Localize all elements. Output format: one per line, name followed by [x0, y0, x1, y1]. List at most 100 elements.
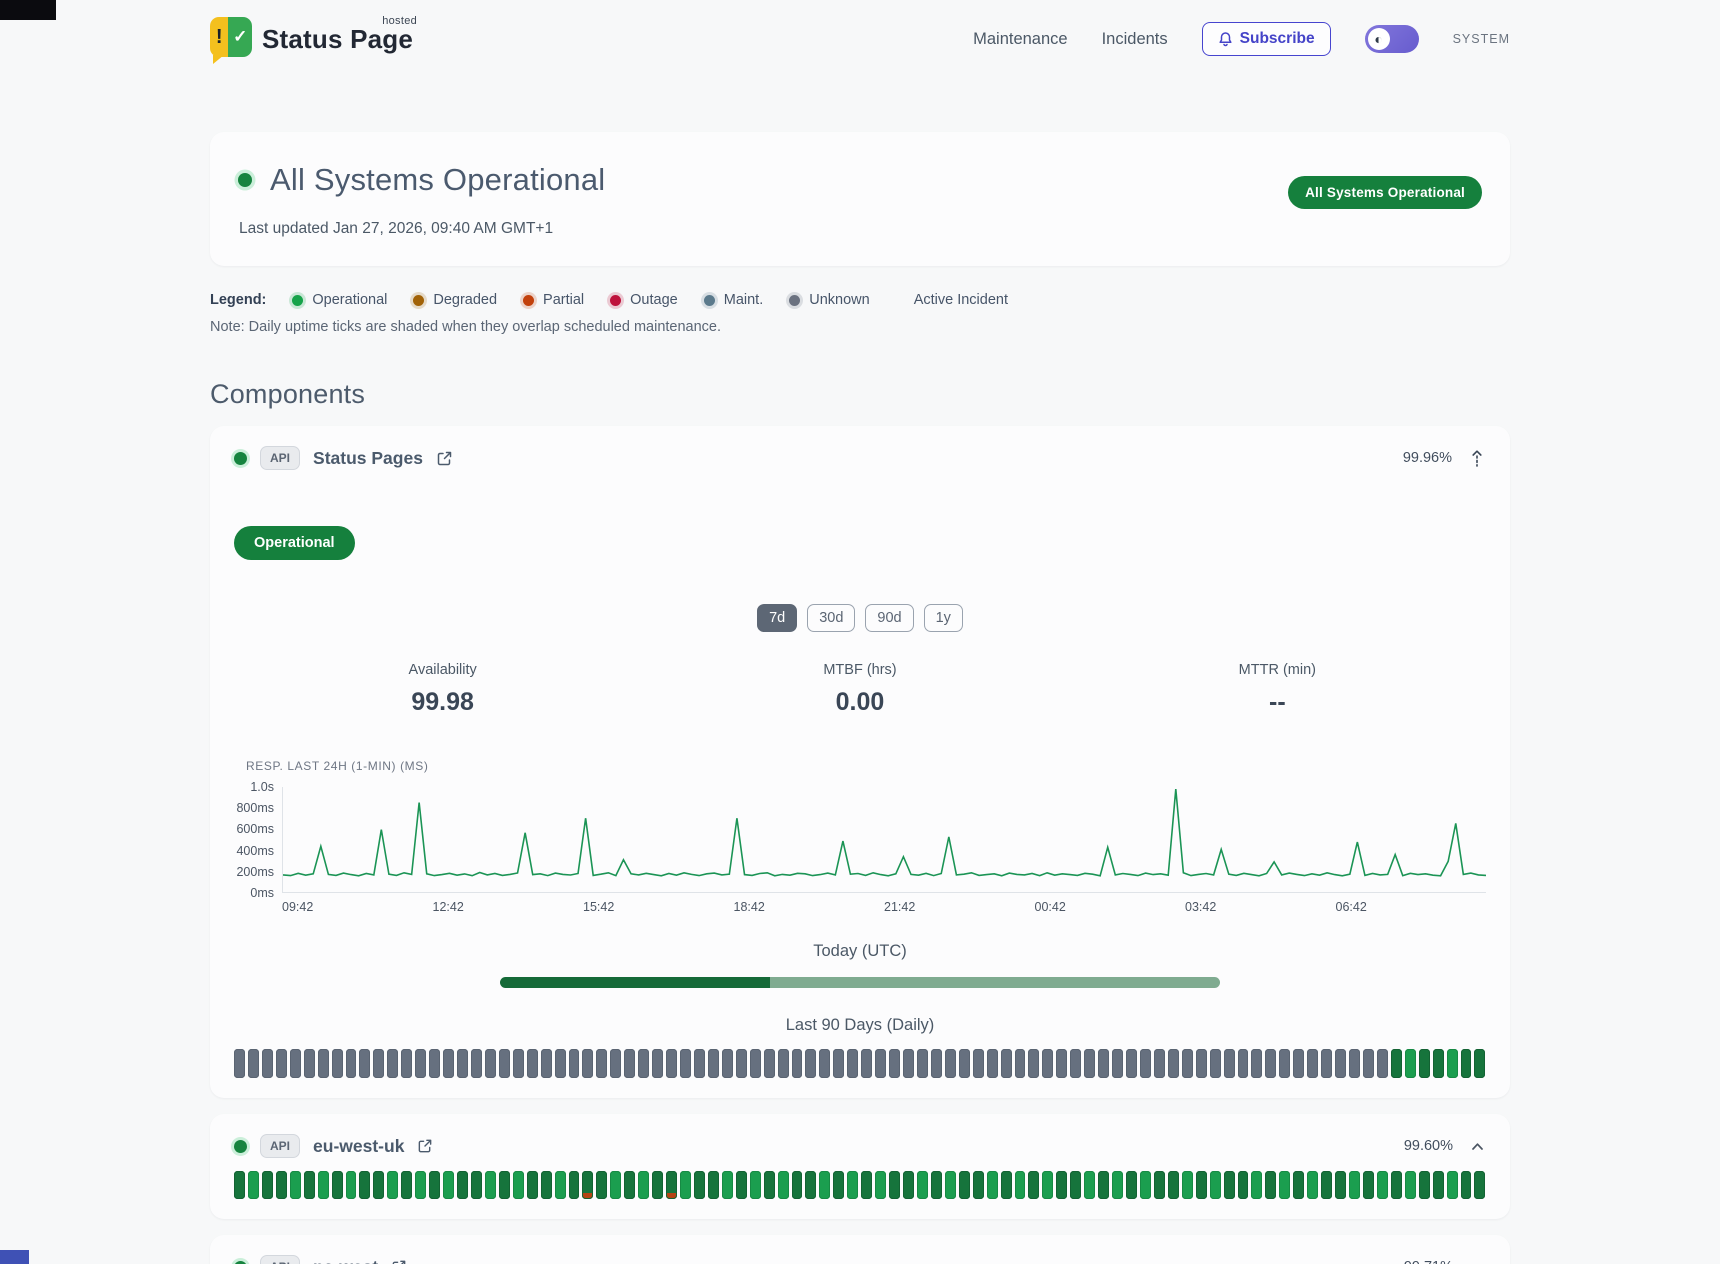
external-link-icon[interactable] — [417, 1138, 433, 1154]
uptime-tick[interactable] — [652, 1171, 664, 1199]
uptime-tick[interactable] — [847, 1049, 859, 1078]
uptime-tick[interactable] — [986, 1049, 998, 1078]
uptime-tick[interactable] — [1251, 1171, 1263, 1199]
uptime-tick[interactable] — [986, 1171, 998, 1199]
uptime-tick[interactable] — [275, 1049, 287, 1078]
uptime-tick[interactable] — [247, 1049, 259, 1078]
uptime-tick[interactable] — [1474, 1049, 1486, 1078]
uptime-tick[interactable] — [1126, 1049, 1137, 1078]
uptime-tick[interactable] — [777, 1171, 789, 1199]
uptime-tick[interactable] — [582, 1049, 594, 1078]
uptime-tick[interactable] — [596, 1049, 608, 1078]
uptime-tick[interactable] — [1474, 1171, 1486, 1199]
uptime-tick[interactable] — [903, 1049, 914, 1078]
uptime-tick[interactable] — [359, 1049, 371, 1078]
range-button-7d[interactable]: 7d — [757, 604, 798, 632]
uptime-tick[interactable] — [916, 1171, 928, 1199]
uptime-tick[interactable] — [512, 1171, 524, 1199]
uptime-tick[interactable] — [944, 1049, 956, 1078]
uptime-tick[interactable] — [1321, 1171, 1333, 1199]
nav-link-maintenance[interactable]: Maintenance — [973, 29, 1068, 48]
uptime-tick[interactable] — [1056, 1049, 1068, 1078]
uptime-tick[interactable] — [735, 1049, 747, 1078]
uptime-tick[interactable] — [638, 1049, 650, 1078]
uptime-tick[interactable] — [429, 1171, 441, 1199]
uptime-tick[interactable] — [861, 1171, 873, 1199]
uptime-tick[interactable] — [1195, 1049, 1207, 1078]
external-link-icon[interactable] — [436, 450, 453, 467]
uptime-tick[interactable] — [610, 1049, 622, 1078]
uptime-tick[interactable] — [498, 1171, 510, 1199]
uptime-tick[interactable] — [1014, 1171, 1026, 1199]
uptime-tick[interactable] — [1404, 1049, 1416, 1078]
uptime-tick[interactable] — [1446, 1049, 1458, 1078]
uptime-tick[interactable] — [512, 1049, 524, 1078]
uptime-tick[interactable] — [763, 1171, 775, 1199]
uptime-tick[interactable] — [930, 1171, 942, 1199]
uptime-tick[interactable] — [443, 1049, 454, 1078]
uptime-tick[interactable] — [972, 1171, 984, 1199]
uptime-tick[interactable] — [415, 1171, 427, 1199]
uptime-tick[interactable] — [596, 1171, 608, 1199]
uptime-tick[interactable] — [1321, 1049, 1333, 1078]
uptime-tick[interactable] — [819, 1049, 831, 1078]
uptime-tick[interactable] — [1028, 1171, 1040, 1199]
uptime-tick[interactable] — [1362, 1171, 1374, 1199]
uptime-tick[interactable] — [401, 1049, 413, 1078]
uptime-tick[interactable] — [1070, 1049, 1082, 1078]
range-button-30d[interactable]: 30d — [807, 604, 856, 632]
uptime-tick[interactable] — [1293, 1049, 1305, 1078]
uptime-tick[interactable] — [1181, 1049, 1193, 1078]
uptime-tick[interactable] — [1460, 1171, 1472, 1199]
uptime-tick[interactable] — [1265, 1049, 1277, 1078]
uptime-tick[interactable] — [415, 1049, 427, 1078]
uptime-tick[interactable] — [958, 1171, 970, 1199]
uptime-tick[interactable] — [1000, 1171, 1012, 1199]
uptime-tick[interactable] — [693, 1049, 705, 1078]
uptime-tick[interactable] — [693, 1171, 705, 1199]
uptime-tick[interactable] — [526, 1171, 538, 1199]
uptime-tick[interactable] — [1446, 1171, 1458, 1199]
uptime-tick[interactable] — [666, 1171, 677, 1199]
uptime-tick[interactable] — [1167, 1049, 1179, 1078]
uptime-tick[interactable] — [819, 1171, 831, 1199]
brand[interactable]: ! ✓ Status Page hosted — [210, 15, 417, 64]
uptime-tick[interactable] — [1349, 1049, 1360, 1078]
uptime-tick[interactable] — [1195, 1171, 1207, 1199]
uptime-tick[interactable] — [833, 1049, 845, 1078]
uptime-tick[interactable] — [234, 1049, 245, 1078]
uptime-tick[interactable] — [1223, 1171, 1235, 1199]
uptime-tick[interactable] — [680, 1171, 691, 1199]
uptime-tick[interactable] — [624, 1171, 636, 1199]
uptime-tick[interactable] — [1251, 1049, 1263, 1078]
uptime-tick[interactable] — [1098, 1049, 1110, 1078]
uptime-tick[interactable] — [903, 1171, 914, 1199]
uptime-tick[interactable] — [1279, 1171, 1291, 1199]
uptime-tick[interactable] — [972, 1049, 984, 1078]
uptime-tick[interactable] — [1349, 1171, 1360, 1199]
theme-toggle[interactable]: ◐ — [1364, 25, 1419, 53]
uptime-tick[interactable] — [1376, 1171, 1388, 1199]
uptime-tick[interactable] — [1056, 1171, 1068, 1199]
uptime-tick[interactable] — [763, 1049, 775, 1078]
uptime-tick[interactable] — [1028, 1049, 1040, 1078]
uptime-tick[interactable] — [1153, 1049, 1165, 1078]
uptime-tick[interactable] — [666, 1049, 677, 1078]
uptime-tick[interactable] — [707, 1171, 719, 1199]
uptime-tick[interactable] — [568, 1171, 580, 1199]
uptime-tick[interactable] — [1237, 1171, 1249, 1199]
uptime-tick[interactable] — [861, 1049, 873, 1078]
uptime-tick[interactable] — [721, 1049, 733, 1078]
uptime-tick[interactable] — [680, 1049, 691, 1078]
chevron-up-icon[interactable] — [1469, 1140, 1486, 1153]
uptime-tick[interactable] — [610, 1171, 622, 1199]
uptime-tick[interactable] — [443, 1171, 454, 1199]
uptime-tick[interactable] — [331, 1171, 343, 1199]
uptime-tick[interactable] — [317, 1171, 329, 1199]
uptime-tick[interactable] — [1084, 1171, 1096, 1199]
uptime-tick[interactable] — [1181, 1171, 1193, 1199]
uptime-tick[interactable] — [247, 1171, 259, 1199]
uptime-tick[interactable] — [429, 1049, 441, 1078]
uptime-tick[interactable] — [261, 1049, 273, 1078]
uptime-tick[interactable] — [568, 1049, 580, 1078]
